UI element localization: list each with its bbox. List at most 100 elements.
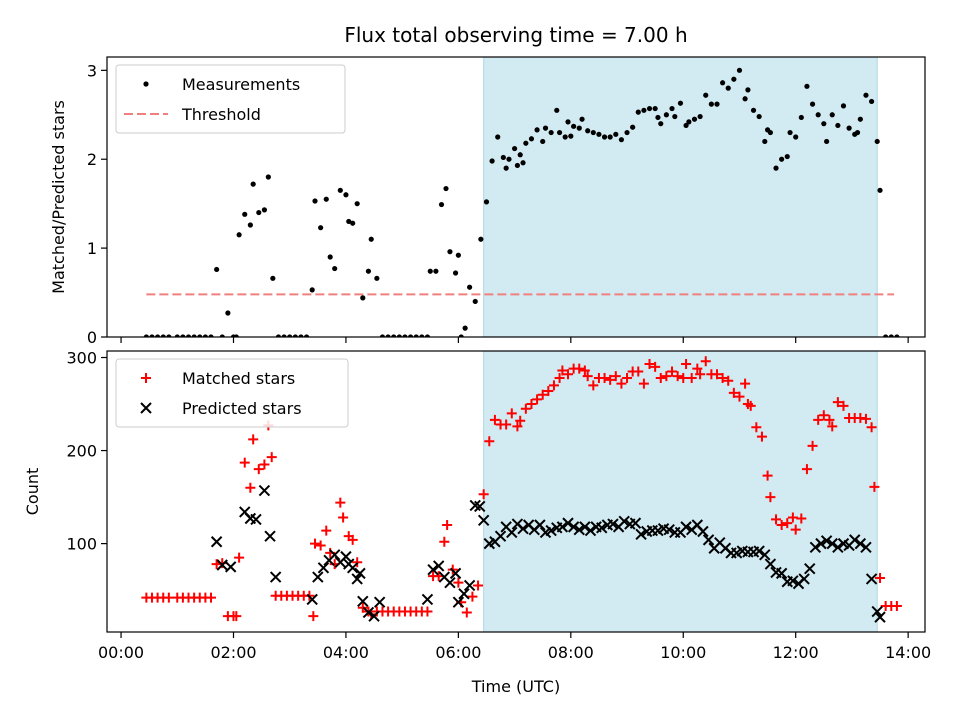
- matched-star-point: [588, 380, 599, 391]
- matched-star-point: [700, 356, 711, 367]
- predicted-star-point: [826, 537, 838, 550]
- measurement-point: [835, 122, 841, 129]
- matched-star-point: [335, 497, 346, 508]
- predicted-star-point: [798, 573, 810, 585]
- measurement-point: [261, 207, 268, 213]
- measurement-point: [677, 100, 684, 106]
- axes-frame: [106, 350, 926, 633]
- measurement-point: [379, 334, 386, 337]
- measurement-point: [517, 152, 523, 158]
- legend-dot-marker: [143, 81, 149, 87]
- predicted-star-point: [351, 573, 363, 585]
- matched-star-point: [695, 369, 706, 380]
- matched-star-point: [461, 607, 472, 618]
- predicted-star-point: [506, 526, 518, 539]
- measurement-point: [407, 334, 414, 337]
- measurement-point: [208, 334, 214, 337]
- matched-star-point: [824, 414, 835, 425]
- matched-star-point: [582, 371, 593, 382]
- predicted-star-point: [545, 524, 557, 537]
- measurement-point: [725, 85, 731, 91]
- measurement-point: [265, 174, 271, 180]
- matched-star-point: [756, 431, 767, 442]
- matched-star-point: [579, 365, 590, 376]
- measurement-point: [630, 124, 636, 130]
- matched-star-point: [537, 389, 548, 400]
- x-tick-label: 06:00: [435, 643, 481, 662]
- measurement-point: [793, 134, 799, 140]
- measurement-point: [877, 187, 883, 193]
- legend-plus-marker: [141, 373, 151, 383]
- matched-star-point: [813, 414, 824, 425]
- measurement-point: [318, 225, 324, 231]
- measurement-point: [863, 92, 869, 98]
- matched-star-point: [638, 378, 649, 389]
- matched-star-point: [308, 611, 319, 622]
- matched-star-point: [776, 519, 787, 530]
- measurement-point: [888, 334, 894, 337]
- measurement-point: [489, 158, 495, 164]
- predicted-star-point: [458, 588, 470, 600]
- measurement-point: [214, 266, 220, 273]
- predicted-star-point: [607, 518, 619, 530]
- matched-star-point: [782, 518, 793, 529]
- measurement-point: [327, 254, 333, 260]
- measurement-point: [443, 185, 449, 192]
- measurement-point: [652, 105, 658, 112]
- measurement-point: [219, 334, 225, 337]
- matched-star-point: [526, 399, 537, 410]
- measurement-point: [821, 121, 827, 127]
- predicted-star-point: [340, 550, 352, 563]
- predicted-star-point: [269, 571, 282, 583]
- matched-star-point: [661, 371, 672, 382]
- measurement-point: [250, 181, 256, 187]
- matched-star-point: [605, 374, 616, 385]
- measurement-point: [750, 107, 757, 113]
- measurement-point: [556, 129, 563, 136]
- measurement-point: [846, 125, 852, 131]
- predicted-star-point: [809, 541, 822, 554]
- matched-star-point: [717, 372, 728, 383]
- matched-star-point: [422, 606, 433, 617]
- measurement-point: [149, 334, 155, 337]
- measurement-point: [762, 138, 768, 145]
- predicted-star-point: [764, 558, 777, 570]
- measurement-point: [658, 121, 664, 127]
- measurement-point: [655, 114, 661, 121]
- measurement-point: [585, 128, 591, 134]
- matched-star-point: [827, 421, 838, 432]
- matched-star-point: [234, 552, 245, 563]
- predicted-star-point: [306, 593, 318, 606]
- measurement-point: [590, 129, 596, 136]
- measurement-point: [154, 334, 161, 337]
- matched-star-point: [891, 600, 902, 611]
- measurement-point: [287, 334, 293, 337]
- matched-star-point: [548, 380, 559, 391]
- matched-star-point: [484, 436, 495, 447]
- matched-star-point: [506, 408, 517, 419]
- measurement-point: [883, 334, 889, 337]
- measurement-point: [275, 334, 282, 337]
- matched-star-point: [745, 400, 756, 411]
- measurement-point: [202, 334, 208, 337]
- measurement-point: [624, 129, 630, 136]
- legend-x-marker: [140, 402, 152, 414]
- measurement-point: [742, 96, 748, 102]
- matched-star-point: [610, 371, 621, 382]
- matched-star-point: [838, 400, 849, 411]
- predicted-star-point: [449, 567, 462, 580]
- measurement-point: [225, 310, 231, 316]
- measurement-point: [506, 156, 512, 162]
- measurement-point: [669, 105, 675, 112]
- matched-star-point: [728, 387, 739, 398]
- measurement-point: [242, 211, 248, 217]
- predicted-star-point: [517, 523, 529, 535]
- predicted-star-point: [556, 521, 569, 533]
- matched-star-point: [860, 413, 871, 424]
- matched-star-point: [352, 557, 363, 568]
- measurement-point: [433, 268, 439, 274]
- matched-star-point: [248, 434, 259, 445]
- legend: Measurements Threshold: [115, 64, 346, 134]
- matched-star-point: [751, 422, 762, 433]
- measurement-point: [571, 123, 577, 129]
